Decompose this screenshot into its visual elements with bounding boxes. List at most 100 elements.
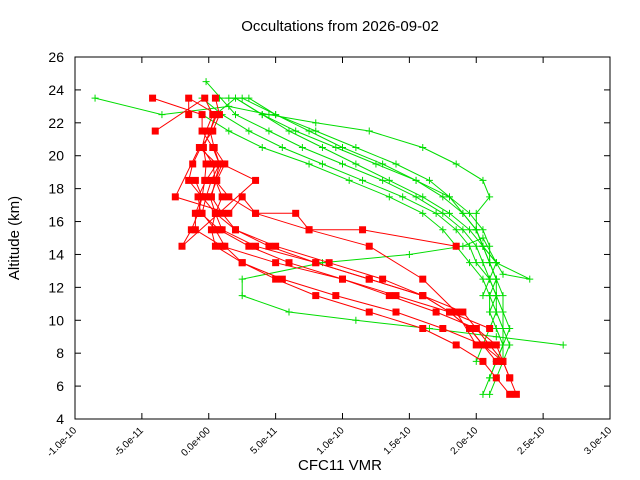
data-point-square xyxy=(506,374,514,382)
data-point-square xyxy=(185,111,193,119)
data-point-square xyxy=(265,242,273,250)
y-tick-label: 24 xyxy=(48,82,64,98)
data-point-square xyxy=(218,160,226,168)
data-point-square xyxy=(213,160,221,168)
series-line xyxy=(174,146,490,329)
data-point-square xyxy=(285,259,293,267)
data-point-plus xyxy=(405,250,413,258)
data-point-square xyxy=(207,226,215,234)
data-point-square xyxy=(185,94,193,102)
data-point-square xyxy=(479,357,487,365)
data-point-plus xyxy=(492,333,500,341)
data-point-plus xyxy=(91,94,99,102)
data-point-plus xyxy=(492,325,500,332)
series-line xyxy=(235,97,497,313)
data-point-plus xyxy=(486,292,494,300)
data-point-plus xyxy=(472,209,480,217)
data-point-plus xyxy=(486,275,494,283)
data-point-plus xyxy=(479,259,487,267)
data-point-plus xyxy=(506,341,514,349)
data-point-square xyxy=(312,292,320,300)
data-point-square xyxy=(191,176,199,184)
data-point-plus xyxy=(499,325,507,332)
data-point-plus xyxy=(472,357,480,365)
y-tick-label: 6 xyxy=(56,378,64,394)
data-point-plus xyxy=(305,160,313,168)
data-point-plus xyxy=(459,209,467,217)
data-point-plus xyxy=(258,144,266,151)
data-point-plus xyxy=(492,275,500,283)
series-layer xyxy=(91,78,567,398)
data-point-plus xyxy=(439,209,447,217)
data-point-square xyxy=(432,308,440,316)
data-point-square xyxy=(452,308,460,316)
data-point-plus xyxy=(352,144,360,151)
data-point-plus xyxy=(452,226,460,234)
y-tick-label: 4 xyxy=(56,411,64,427)
data-point-square xyxy=(379,275,387,283)
data-point-square xyxy=(218,209,226,217)
data-point-square xyxy=(312,259,320,267)
data-point-square xyxy=(218,242,226,250)
data-point-plus xyxy=(559,341,567,349)
data-point-plus xyxy=(479,176,487,184)
data-point-plus xyxy=(379,176,387,184)
series-line xyxy=(188,97,484,346)
data-point-square xyxy=(202,160,210,168)
data-point-plus xyxy=(466,259,474,267)
data-point-plus xyxy=(158,111,166,119)
data-point-square xyxy=(332,292,340,300)
y-tick-label: 14 xyxy=(48,246,64,262)
data-point-square xyxy=(272,259,280,267)
data-point-plus xyxy=(499,341,507,349)
data-point-square xyxy=(486,325,494,332)
data-point-plus xyxy=(425,176,433,184)
data-point-square xyxy=(486,341,494,349)
data-point-plus xyxy=(479,242,487,250)
data-point-plus xyxy=(486,374,494,382)
data-point-square xyxy=(238,259,246,267)
series-red-7 xyxy=(171,144,494,332)
data-point-square xyxy=(492,341,500,349)
data-point-square xyxy=(292,209,300,217)
y-axis-label: Altitude (km) xyxy=(6,196,23,280)
data-point-plus xyxy=(232,111,239,119)
data-point-plus xyxy=(245,94,253,102)
data-point-square xyxy=(272,242,280,250)
data-point-square xyxy=(385,292,393,300)
series-line xyxy=(194,114,504,362)
data-point-plus xyxy=(285,308,293,316)
data-point-square xyxy=(198,193,206,201)
data-point-square xyxy=(499,357,507,365)
data-point-plus xyxy=(305,127,313,135)
data-point-square xyxy=(365,242,373,250)
data-point-square xyxy=(211,226,219,234)
data-point-plus xyxy=(472,242,480,250)
data-point-plus xyxy=(506,325,514,332)
data-point-plus xyxy=(385,176,393,184)
data-point-plus xyxy=(238,292,246,300)
data-point-square xyxy=(245,242,253,250)
data-point-square xyxy=(238,193,246,201)
data-point-square xyxy=(365,308,373,316)
data-point-plus xyxy=(446,193,453,201)
data-point-plus xyxy=(492,259,500,267)
data-point-square xyxy=(479,341,487,349)
data-point-square xyxy=(149,94,157,102)
data-point-plus xyxy=(526,275,534,283)
data-point-plus xyxy=(486,390,494,398)
data-point-square xyxy=(225,193,233,201)
data-point-square xyxy=(252,209,260,217)
data-point-square xyxy=(211,111,219,119)
y-tick-label: 18 xyxy=(48,181,64,197)
data-point-plus xyxy=(312,119,320,127)
data-point-plus xyxy=(446,209,453,217)
data-point-square xyxy=(466,325,474,332)
data-point-square xyxy=(492,374,500,382)
data-point-plus xyxy=(419,193,427,201)
data-point-plus xyxy=(202,78,210,86)
chart-title: Occultations from 2026-09-02 xyxy=(241,18,439,35)
series-green-14 xyxy=(232,94,500,316)
data-point-plus xyxy=(392,160,400,168)
data-point-square xyxy=(202,193,210,201)
